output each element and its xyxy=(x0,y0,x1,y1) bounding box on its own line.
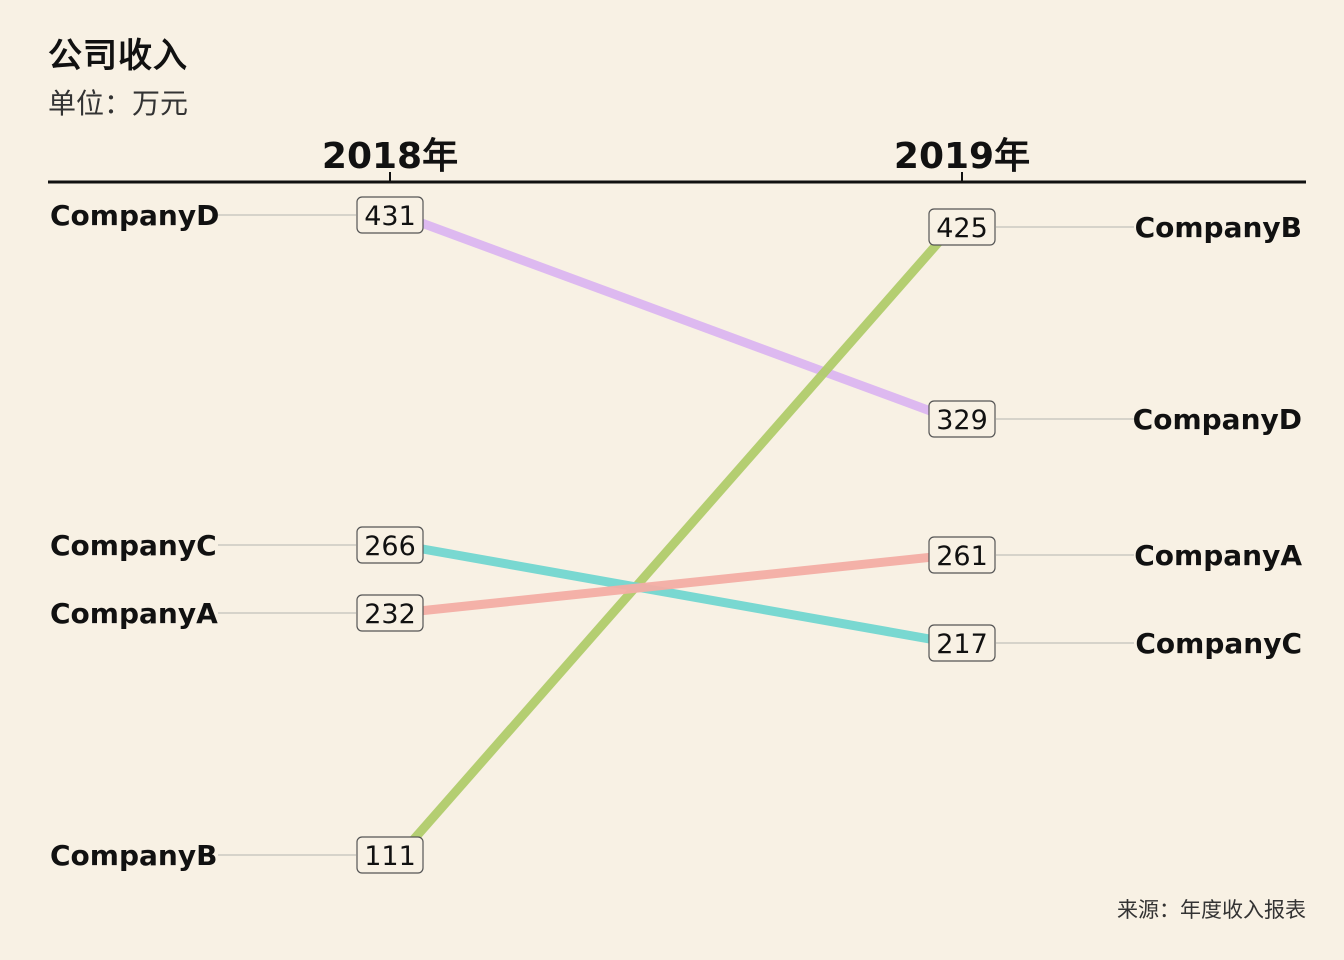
company-label-right-companyc: CompanyC xyxy=(1135,627,1302,660)
company-label-left-companyb: CompanyB xyxy=(50,839,217,872)
value-label-right-companyc: 217 xyxy=(936,629,988,660)
value-box-left-companyb xyxy=(356,836,424,874)
company-label-left-companyd: CompanyD xyxy=(50,199,219,232)
slope-line-companyc xyxy=(399,540,953,648)
value-box-left-companyd xyxy=(356,196,424,234)
chart-title: 公司收入 xyxy=(48,36,188,76)
slope-line-companyd xyxy=(398,210,954,424)
company-label-right-companya: CompanyA xyxy=(1134,539,1302,572)
value-label-left-companya: 232 xyxy=(364,599,416,630)
company-label-left-companya: CompanyA xyxy=(50,597,218,630)
period-label-2: 2019年 xyxy=(894,136,1030,177)
value-label-right-companya: 261 xyxy=(936,541,988,572)
value-box-right-companyc xyxy=(928,624,996,662)
value-label-right-companyd: 329 xyxy=(936,405,988,436)
value-label-left-companyb: 111 xyxy=(364,841,416,872)
value-label-left-companyc: 266 xyxy=(364,531,416,562)
value-box-right-companyb xyxy=(928,208,996,246)
slope-line-companya xyxy=(399,550,953,618)
source-note: 来源：年度收入报表 xyxy=(1117,898,1306,922)
value-label-right-companyb: 425 xyxy=(936,213,988,244)
value-box-right-companya xyxy=(928,536,996,574)
slope-line-companyb xyxy=(396,224,956,858)
value-label-left-companyd: 431 xyxy=(364,201,416,232)
company-label-right-companyd: CompanyD xyxy=(1133,403,1302,436)
period-label-1: 2018年 xyxy=(322,136,458,177)
value-box-left-companyc xyxy=(356,526,424,564)
value-box-left-companya xyxy=(356,594,424,632)
company-label-left-companyc: CompanyC xyxy=(50,529,217,562)
value-box-right-companyd xyxy=(928,400,996,438)
company-label-right-companyb: CompanyB xyxy=(1135,211,1302,244)
chart-subtitle: 单位：万元 xyxy=(48,87,189,120)
